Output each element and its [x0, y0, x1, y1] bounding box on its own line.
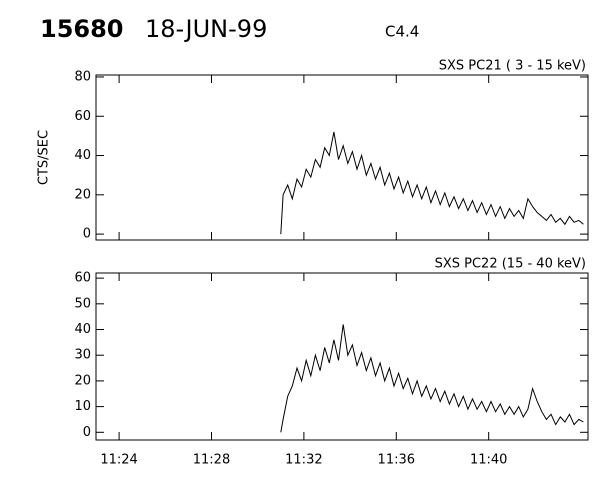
y-tick-label: 20 [74, 187, 91, 202]
plot-frame [95, 74, 589, 241]
x-tick-label: 11:24 [100, 453, 137, 468]
panel-title: SXS PC22 (15 - 40 keV) [435, 257, 586, 272]
y-tick-label: 40 [74, 148, 91, 163]
y-tick-label: 20 [74, 373, 91, 388]
event-date: 18-JUN-99 [145, 15, 267, 43]
data-line [280, 131, 584, 235]
x-tick-label: 11:36 [378, 453, 415, 468]
x-tick-label: 11:32 [285, 453, 322, 468]
y-tick-label: 60 [74, 109, 91, 124]
y-axis-label: CTS/SEC [37, 130, 52, 185]
panel-title: SXS PC21 ( 3 - 15 keV) [439, 59, 586, 74]
y-tick-label: 30 [74, 348, 91, 363]
data-line [280, 324, 584, 433]
y-tick-label: 80 [74, 69, 91, 84]
y-tick-label: 0 [83, 425, 91, 440]
y-tick-label: 60 [74, 271, 91, 286]
flare-class: C4.4 [385, 23, 419, 41]
y-tick-label: 40 [74, 322, 91, 337]
x-tick-label: 11:40 [470, 453, 507, 468]
y-tick-label: 0 [83, 227, 91, 242]
x-tick-label: 11:28 [193, 453, 230, 468]
y-tick-label: 10 [74, 399, 91, 414]
plot-frame [95, 272, 589, 441]
y-tick-label: 50 [74, 296, 91, 311]
event-id: 15680 [40, 15, 124, 43]
